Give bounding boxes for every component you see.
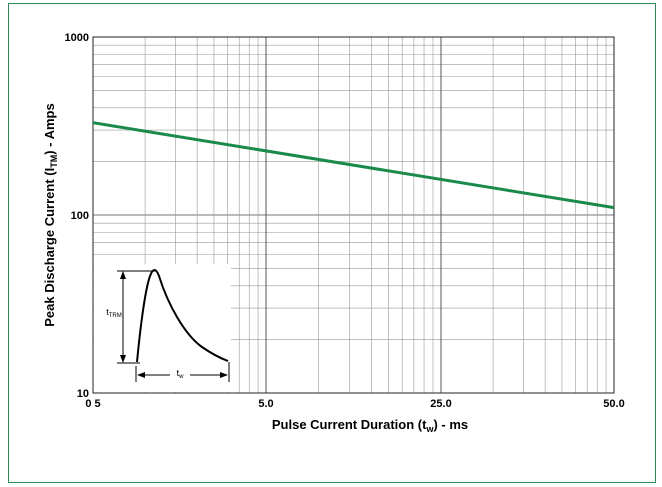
chart-frame: [8, 3, 656, 483]
y-axis-title: Peak Discharge Current (ITM) - Amps: [42, 103, 59, 326]
pulse-waveform-inset: tTRM tw: [94, 264, 231, 392]
inset-background: [94, 264, 231, 392]
y-tick-labels: 1000 100 10: [65, 32, 89, 400]
x-axis-title-tail: ) - ms: [433, 417, 468, 432]
inset-width-label: tw: [177, 368, 185, 380]
y-axis-title-sub: TM: [49, 155, 59, 168]
x-tick-label: 25.0: [430, 398, 451, 410]
x-axis-title-main: Pulse Current Duration (t: [272, 417, 427, 432]
width-arrow-right: [220, 372, 228, 378]
inset-height-label: tTRM: [106, 307, 122, 319]
x-axis-title: Pulse Current Duration (tw) - ms: [272, 417, 468, 434]
height-arrow-bottom: [120, 355, 126, 363]
y-axis-title-main: Peak Discharge Current (I: [42, 168, 57, 327]
series-line: [92, 121, 615, 210]
x-tick-label: 0 5: [85, 398, 100, 410]
x-axis-title-sub: w: [425, 424, 434, 434]
y-tick-label: 1000: [65, 32, 89, 44]
plot-area-border: [92, 36, 615, 394]
series-layer: [92, 121, 615, 210]
x-tick-labels: 0 5 5.0 25.0 50.0: [85, 398, 624, 410]
y-axis-title-tail: ) - Amps: [42, 103, 57, 155]
width-arrow-left: [137, 372, 145, 378]
y-tick-label: 100: [71, 210, 89, 222]
width-label-bg: [170, 366, 190, 380]
x-tick-label: 50.0: [603, 398, 624, 410]
pulse-curve: [136, 269, 229, 363]
height-arrow-top: [120, 271, 126, 279]
x-tick-label: 5.0: [258, 398, 273, 410]
y-tick-label: 10: [77, 388, 89, 400]
